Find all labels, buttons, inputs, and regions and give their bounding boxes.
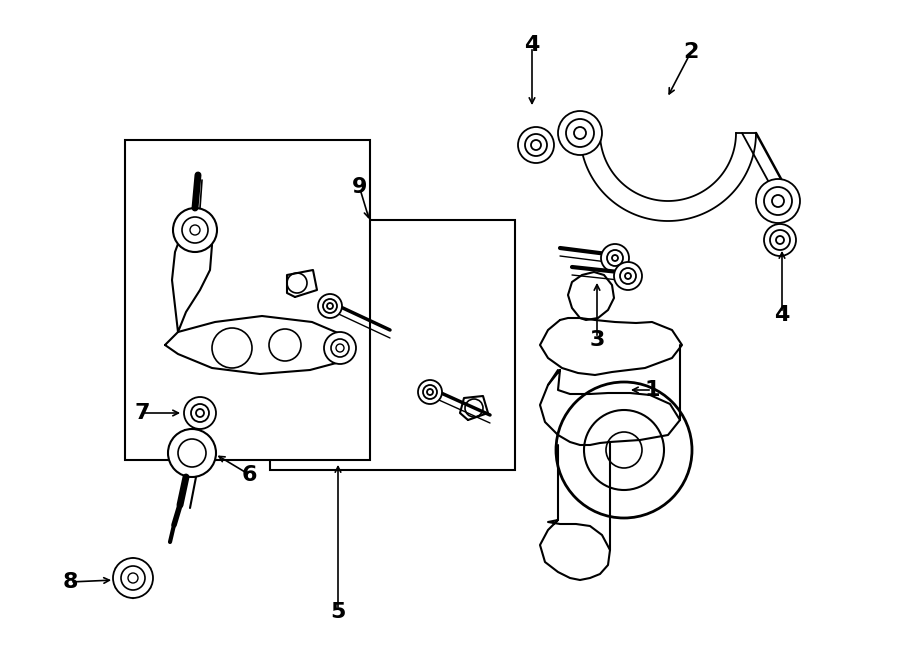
Text: 8: 8 xyxy=(62,572,78,592)
Circle shape xyxy=(764,224,796,256)
Circle shape xyxy=(601,244,629,272)
Circle shape xyxy=(318,294,342,318)
Text: 3: 3 xyxy=(590,330,605,350)
Circle shape xyxy=(756,179,800,223)
Text: 4: 4 xyxy=(525,35,540,55)
Text: 9: 9 xyxy=(352,177,368,197)
Text: 2: 2 xyxy=(683,42,698,62)
Text: 6: 6 xyxy=(242,465,257,485)
Circle shape xyxy=(324,332,356,364)
Circle shape xyxy=(614,262,642,290)
Circle shape xyxy=(184,397,216,429)
Text: 5: 5 xyxy=(330,602,346,622)
Circle shape xyxy=(173,208,217,252)
Circle shape xyxy=(518,127,554,163)
Text: 7: 7 xyxy=(134,403,150,423)
Text: 1: 1 xyxy=(644,380,660,400)
Circle shape xyxy=(418,380,442,404)
Bar xyxy=(270,220,515,470)
Circle shape xyxy=(168,429,216,477)
Circle shape xyxy=(558,111,602,155)
Bar xyxy=(125,140,370,460)
Circle shape xyxy=(113,558,153,598)
Text: 4: 4 xyxy=(774,305,789,325)
